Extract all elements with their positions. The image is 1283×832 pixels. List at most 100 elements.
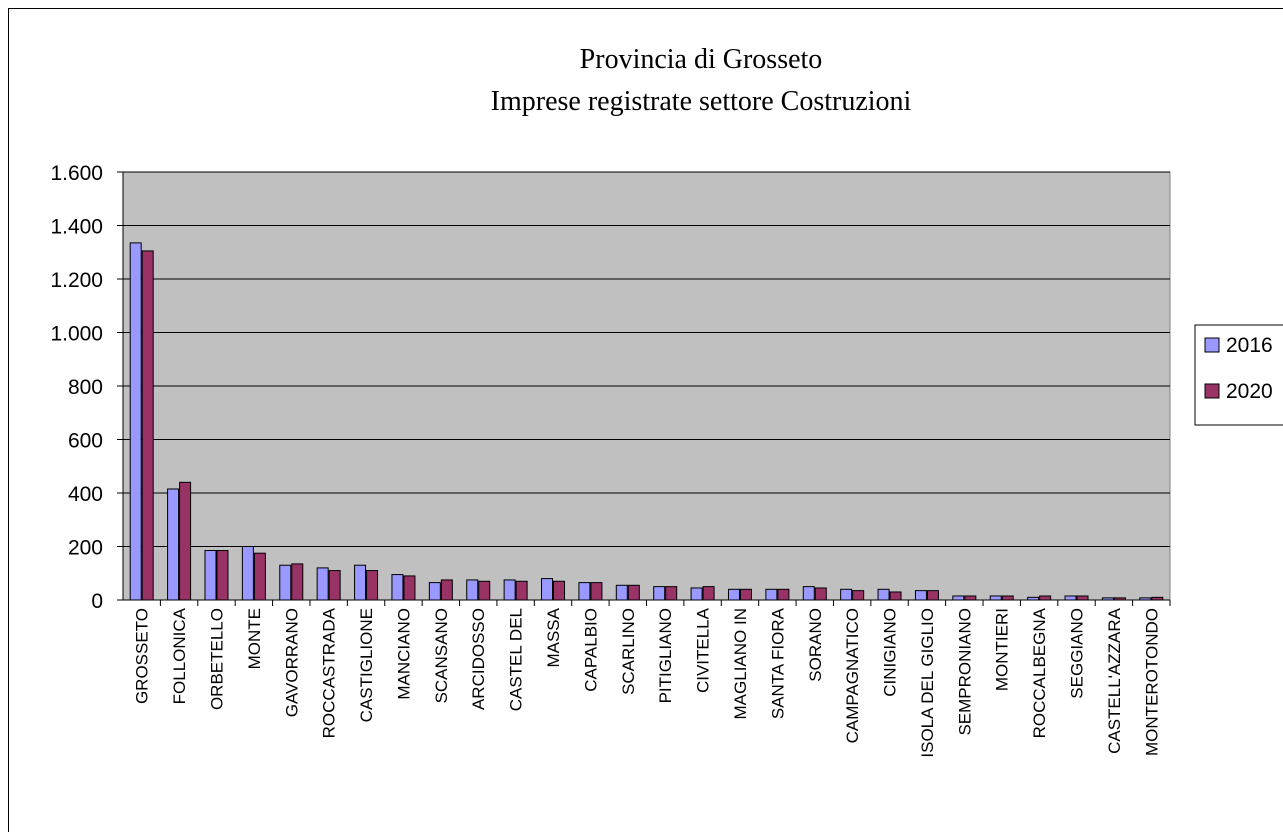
x-tick-label: CASTIGLIONE [357, 608, 376, 722]
bar-2016 [989, 595, 1002, 601]
bar-2020 [665, 586, 678, 601]
bar-2016 [578, 582, 591, 601]
x-tick-label: PITIGLIANO [656, 608, 675, 703]
bar-2016 [279, 564, 292, 601]
bar-2020 [702, 586, 715, 601]
bar-2020 [1076, 595, 1089, 601]
bar-2016 [316, 567, 329, 601]
bar-2020 [739, 588, 752, 601]
bar-2016 [727, 588, 740, 601]
x-tick-label: SORANO [806, 608, 825, 682]
bar-2016 [653, 586, 666, 601]
x-tick-label: CAMPAGNATICO [843, 608, 862, 743]
legend-swatch-2016 [1204, 337, 1220, 353]
bar-2020 [814, 587, 827, 601]
bar-2016 [952, 595, 965, 601]
x-tick-label: FOLLONICA [170, 607, 189, 704]
chart-subtitle: Imprese registrate settore Costruzioni [491, 86, 912, 117]
bar-2020 [328, 570, 341, 601]
bar-2020 [253, 552, 266, 601]
y-tick-label: 600 [68, 430, 103, 453]
x-tick-label: SEMPRONIANO [955, 608, 974, 736]
bar-2016 [615, 584, 628, 601]
x-tick-label: SCANSANO [432, 608, 451, 703]
x-tick-label: GROSSETO [133, 608, 152, 704]
bar-2020 [291, 563, 304, 601]
legend-swatch-2020 [1204, 383, 1220, 399]
bar-2020 [216, 550, 229, 601]
bar-2020 [889, 591, 902, 601]
legend-label-2016: 2016 [1226, 334, 1273, 357]
bar-2016 [354, 564, 367, 601]
x-tick-label: ISOLA DEL GIGLIO [918, 608, 937, 758]
bar-2020 [403, 575, 416, 601]
x-tick-label: ORBETELLO [207, 608, 226, 710]
bar-2016 [541, 578, 554, 601]
x-tick-label: GAVORRANO [282, 608, 301, 717]
bar-2020 [366, 570, 379, 601]
bar-2016 [1064, 595, 1077, 601]
bars [129, 242, 1164, 601]
bar-2020 [440, 579, 453, 601]
bar-2016 [391, 574, 404, 601]
x-tick-label: SEGGIANO [1068, 608, 1087, 699]
bar-2020 [141, 250, 154, 601]
bar-2020 [964, 595, 977, 601]
bar-2020 [590, 582, 603, 601]
bar-2020 [478, 580, 491, 601]
y-tick-label: 1.200 [50, 269, 103, 292]
bar-2020 [1039, 595, 1052, 601]
bar-2016 [840, 588, 853, 601]
bar-2016 [204, 550, 217, 601]
x-tick-label: MONTE [245, 608, 264, 669]
bar-2020 [777, 588, 790, 601]
bar-2016 [914, 590, 927, 601]
y-tick-label: 800 [68, 376, 103, 399]
bar-2020 [852, 590, 865, 601]
bar-2016 [503, 579, 516, 601]
bar-2020 [1001, 595, 1014, 601]
bar-2016 [167, 488, 180, 601]
y-axis: 0 200 400 600 800 1.000 1.200 1.400 1.600 [50, 162, 124, 613]
x-tick-label: CIVITELLA [694, 607, 713, 693]
x-axis: GROSSETO FOLLONICA ORBETELLO MONTE GAVORRANO… [123, 599, 1171, 758]
legend: 2016 2020 [1194, 324, 1283, 426]
bar-2016 [129, 242, 142, 601]
x-tick-label: MAGLIANO IN [731, 608, 750, 719]
bar-2016 [877, 588, 890, 601]
x-tick-label: MANCIANO [394, 608, 413, 700]
legend-label-2020: 2020 [1226, 380, 1273, 403]
x-tick-label: SANTA FIORA [768, 607, 787, 719]
x-tick-label: CASTEL DEL [507, 608, 526, 711]
y-tick-label: 1.600 [50, 162, 103, 185]
bar-2020 [627, 584, 640, 601]
bar-2016 [690, 587, 703, 601]
x-tick-label: MASSA [544, 607, 563, 667]
x-tick-label: MONTEROTONDO [1142, 608, 1161, 756]
x-tick-label: CINIGIANO [881, 608, 900, 697]
x-tick-label: ARCIDOSSO [469, 608, 488, 710]
y-tick-label: 0 [91, 590, 103, 613]
bar-2016 [428, 582, 441, 601]
bar-2016 [241, 546, 254, 601]
bar-2016 [802, 586, 815, 601]
x-tick-label: CASTELL'AZZARA [1105, 607, 1124, 754]
bar-2016 [466, 579, 479, 601]
chart-title: Provincia di Grosseto [580, 44, 823, 75]
bar-2020 [179, 481, 192, 601]
x-tick-label: ROCCALBEGNA [1030, 607, 1049, 738]
y-tick-label: 1.000 [50, 323, 103, 346]
x-tick-label: CAPALBIO [581, 608, 600, 692]
y-tick-label: 200 [68, 537, 103, 560]
bar-2020 [926, 590, 939, 601]
y-tick-label: 400 [68, 483, 103, 506]
gridlines [123, 171, 1170, 547]
bar-2020 [553, 580, 566, 601]
x-tick-label: MONTIERI [993, 608, 1012, 691]
x-tick-label: ROCCASTRADA [320, 607, 339, 738]
y-tick-label: 1.400 [50, 216, 103, 239]
bar-2016 [765, 588, 778, 601]
x-tick-label: SCARLINO [619, 608, 638, 695]
bar-2020 [515, 580, 528, 601]
